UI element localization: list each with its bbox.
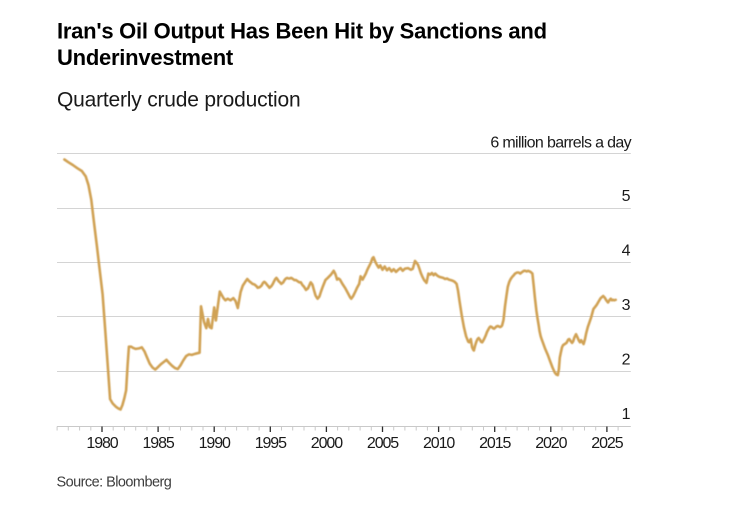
svg-text:1: 1: [622, 406, 631, 423]
svg-text:3: 3: [622, 297, 631, 314]
svg-text:Source: Bloomberg: Source: Bloomberg: [57, 475, 172, 491]
svg-text:2005: 2005: [367, 435, 399, 452]
svg-text:1980: 1980: [86, 435, 118, 452]
svg-text:4: 4: [622, 242, 631, 259]
svg-text:1995: 1995: [255, 435, 287, 452]
svg-text:Underinvestment: Underinvestment: [57, 45, 234, 70]
svg-text:Iran's Oil Output Has Been Hit: Iran's Oil Output Has Been Hit by Sancti…: [57, 19, 547, 44]
svg-text:2015: 2015: [479, 435, 511, 452]
svg-text:6 million barrels a day: 6 million barrels a day: [490, 135, 631, 152]
svg-text:2000: 2000: [311, 435, 343, 452]
svg-text:1985: 1985: [142, 435, 174, 452]
svg-text:2: 2: [622, 352, 631, 369]
svg-text:5: 5: [622, 188, 631, 205]
svg-text:2010: 2010: [423, 435, 455, 452]
svg-text:2025: 2025: [591, 435, 623, 452]
svg-text:2020: 2020: [535, 435, 567, 452]
svg-text:Quarterly crude production: Quarterly crude production: [57, 89, 300, 112]
svg-text:1990: 1990: [199, 435, 231, 452]
